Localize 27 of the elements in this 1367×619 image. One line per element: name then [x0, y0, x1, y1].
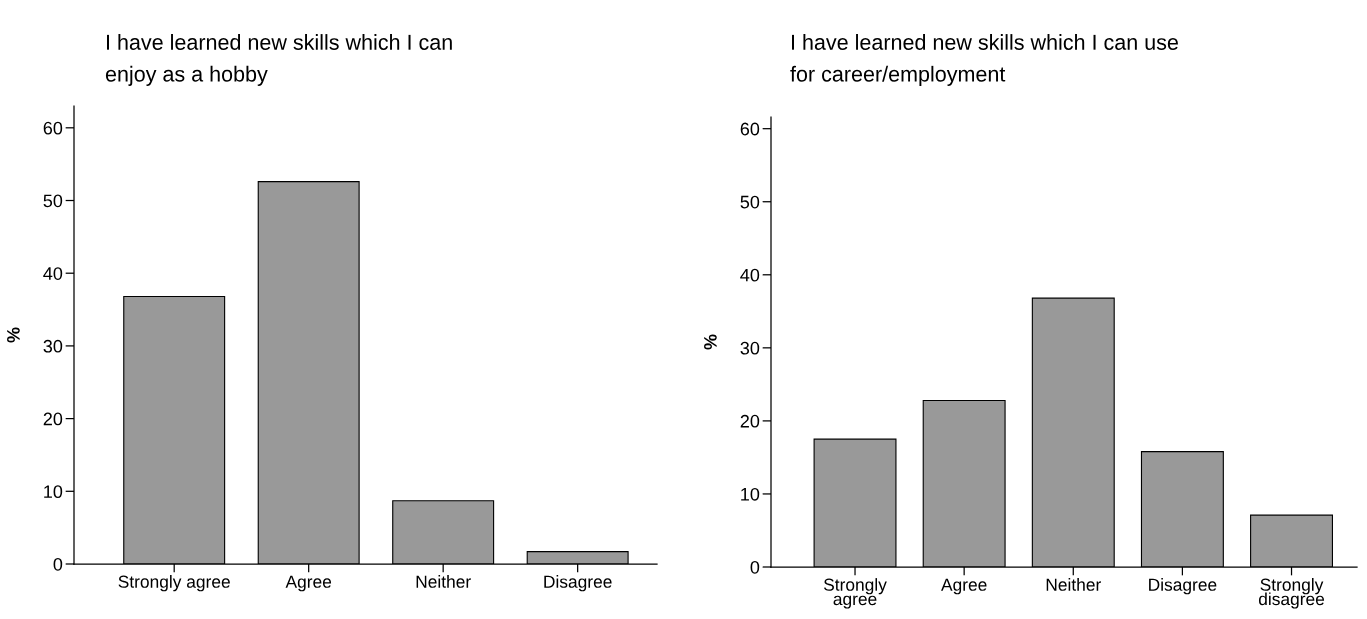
y-tick-label: 20	[740, 414, 760, 428]
x-tick-label: Strongly agree	[823, 578, 887, 609]
y-tick-label: 60	[740, 122, 760, 136]
y-tick-label: 40	[740, 268, 760, 282]
y-tick-label: 40	[43, 267, 63, 280]
y-tick-label: 0	[53, 557, 63, 571]
y-tick-label: 50	[43, 194, 63, 208]
y-tick-label: 10	[741, 487, 760, 501]
y-tick-label: 30	[740, 341, 760, 355]
x-tick-label: Strongly agree	[118, 575, 230, 592]
y-axis-title: %	[704, 334, 717, 350]
y-tick-label: 10	[44, 485, 63, 499]
y-tick-label: 30	[43, 339, 63, 353]
y-tick-label: 0	[750, 560, 760, 574]
chart-title: I have learned new skills which I can enjoy as a hobby	[105, 34, 452, 86]
x-tick-label: Disagree	[1149, 578, 1217, 595]
x-tick-label: Agree	[285, 575, 332, 592]
x-tick-label: Agree	[941, 578, 987, 595]
y-tick-label: 60	[43, 121, 63, 135]
y-axis-title: %	[7, 327, 20, 343]
x-tick-label: Strongly disagree	[1258, 578, 1325, 609]
x-tick-label: Neither	[416, 575, 471, 588]
chart-title: I have learned new skills which I can use for career/employment	[790, 34, 1178, 86]
y-tick-label: 50	[740, 195, 760, 209]
x-tick-label: Neither	[1046, 578, 1101, 591]
x-tick-label: Disagree	[544, 575, 612, 592]
y-tick-label: 20	[43, 412, 63, 426]
